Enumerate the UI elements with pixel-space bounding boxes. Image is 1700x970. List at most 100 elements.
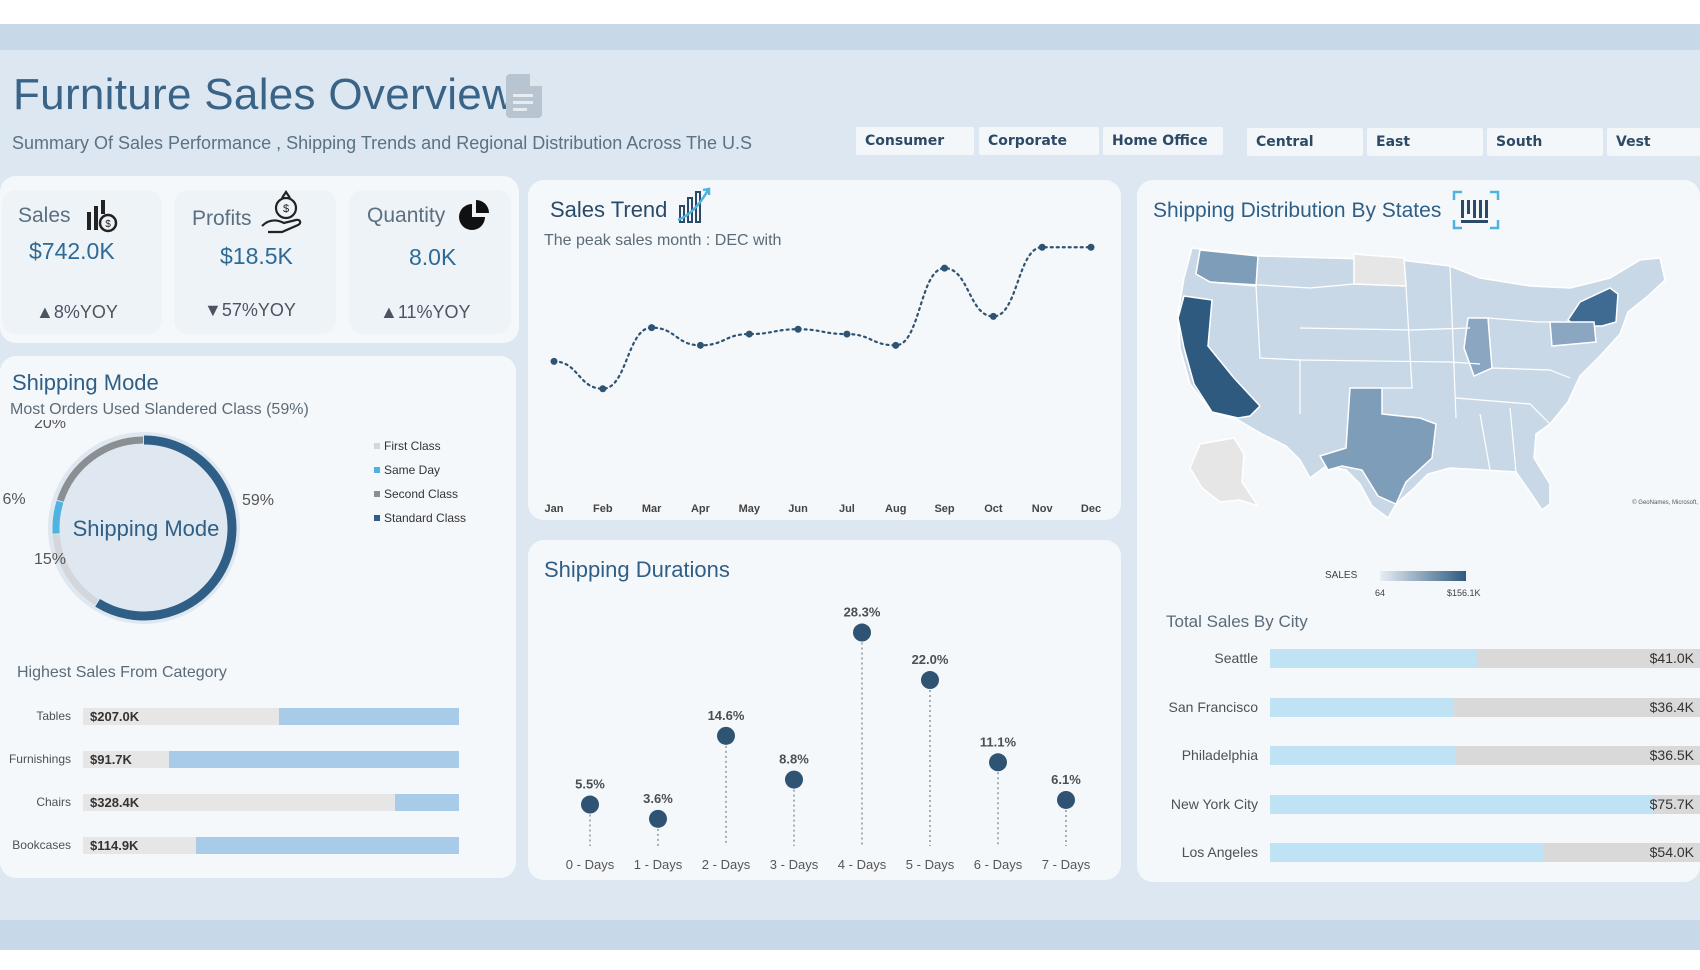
sales-trend-x-label: May — [739, 503, 761, 515]
duration-value-label: 11.1% — [980, 734, 1017, 749]
city-value-label: $54.0K — [1649, 844, 1694, 860]
shipping-mode-subtitle: Most Orders Used Slandered Class (59%) — [10, 401, 309, 418]
category-label: Chairs — [36, 795, 71, 809]
category-track — [83, 794, 459, 811]
category-bar — [195, 837, 459, 854]
shipping-durations-panel — [528, 540, 1121, 880]
map-usa-outline — [1177, 247, 1666, 520]
city-value-label: $36.5K — [1649, 747, 1694, 763]
slicer-south[interactable]: South — [1487, 128, 1603, 156]
sales-trend-point — [745, 330, 753, 338]
category-value-label: $207.0K — [90, 709, 140, 724]
map-legend-max: $156.1K — [1447, 588, 1481, 598]
kpi-sales-yoy: ▲8%YOY — [36, 302, 118, 322]
sales-trend-x-label: Jul — [839, 503, 855, 515]
shipping-mode-title: Shipping Mode — [12, 370, 159, 395]
donut-value-label: 20% — [34, 420, 66, 432]
duration-x-label: 6 - Days — [974, 857, 1023, 872]
city-label: Seattle — [1214, 650, 1258, 666]
sales-trend-x-label: Feb — [593, 503, 613, 515]
kpi-quantity-label: Quantity — [367, 204, 446, 227]
map-credit: © GeoNames, Microsoft, — [1632, 499, 1698, 506]
legend-label: Standard Class — [384, 511, 466, 525]
category-bar — [169, 751, 459, 768]
svg-text:$: $ — [283, 203, 289, 215]
duration-point — [581, 795, 599, 814]
slicer-east[interactable]: East — [1367, 128, 1483, 156]
pie-chart-icon — [459, 200, 489, 230]
legend-label: Second Class — [384, 487, 458, 501]
sales-trend-point — [696, 341, 704, 349]
sales-trend-line — [552, 246, 1093, 390]
duration-value-label: 28.3% — [844, 605, 881, 620]
duration-value-label: 5.5% — [575, 777, 605, 792]
donut-value-label: 59% — [242, 492, 274, 509]
slicer-consumer[interactable]: Consumer — [856, 127, 974, 155]
sales-trend-point — [550, 357, 558, 365]
shipping-durations-title: Shipping Durations — [544, 557, 730, 582]
page-subtitle: Summary Of Sales Performance , Shipping … — [12, 133, 753, 153]
map-texas — [1318, 387, 1437, 505]
donut-slice-standard-class — [95, 435, 237, 621]
slicer-central[interactable]: Central — [1247, 128, 1363, 156]
donut-slice-second-class — [56, 436, 144, 502]
slicer-west[interactable]: Vest — [1607, 128, 1700, 156]
duration-x-label: 1 - Days — [634, 857, 683, 872]
map-legend-gradient — [1380, 571, 1466, 581]
sales-trend-x-label: Jan — [545, 503, 564, 515]
page-title: Furniture Sales Overview — [13, 70, 515, 119]
map-chart-icon — [1452, 190, 1500, 230]
duration-value-label: 14.6% — [708, 708, 745, 723]
duration-value-label: 6.1% — [1051, 772, 1081, 787]
city-value-label: $75.7K — [1649, 795, 1694, 812]
sales-trend-point — [1087, 243, 1095, 251]
sales-trend-x-label: Oct — [984, 503, 1003, 515]
duration-x-label: 5 - Days — [906, 857, 955, 872]
slicer-corporate[interactable]: Corporate — [979, 127, 1099, 155]
category-value-label: $91.7K — [90, 752, 132, 767]
kpi-profits-label: Profits — [192, 207, 252, 230]
duration-x-label: 4 - Days — [838, 857, 887, 872]
donut-center-label: Shipping Mode — [73, 516, 220, 541]
duration-value-label: 22.0% — [912, 652, 949, 667]
duration-point — [989, 753, 1007, 772]
shipping-mode-panel — [0, 356, 516, 878]
kpi-profits-yoy: ▼57%YOY — [204, 300, 296, 320]
legend-label: Same Day — [384, 463, 440, 477]
sales-trend-x-label: Mar — [642, 503, 662, 515]
sales-trend-x-label: Sep — [934, 503, 954, 515]
city-bar — [1270, 794, 1653, 814]
duration-x-label: 0 - Days — [566, 857, 615, 872]
donut-value-label: 15% — [34, 551, 66, 568]
sales-trend-point — [794, 325, 802, 333]
city-value-label: $36.4K — [1649, 698, 1694, 715]
sales-trend-title: Sales Trend — [550, 197, 668, 222]
sales-trend-x-label: Aug — [885, 503, 906, 515]
map-state-borders — [1209, 265, 1571, 473]
kpi-quantity-yoy: ▲11%YOY — [380, 302, 471, 322]
legend-swatch — [374, 515, 380, 521]
map-legend-label: SALES — [1325, 570, 1358, 581]
kpi-quantity-value: 8.0K — [409, 244, 457, 270]
city-bar — [1270, 649, 1478, 668]
money-bag-hand-icon: $ — [261, 190, 302, 234]
sales-trend-x-label: Nov — [1032, 503, 1054, 515]
shipping-mode-donut-chart: 15% 6% 20% 59% Shipping Mode First Class Sam… — [2, 420, 466, 624]
category-value-label: $328.4K — [90, 795, 140, 810]
sales-trend-point — [892, 341, 900, 349]
map-alaska — [1189, 437, 1260, 508]
category-bar — [395, 794, 459, 811]
map-north-dakota — [1353, 253, 1407, 287]
duration-point — [1057, 790, 1075, 809]
sales-chart-icon: $ — [87, 200, 118, 233]
legend-swatch — [374, 491, 380, 497]
duration-x-label: 2 - Days — [702, 857, 751, 872]
sales-trend-x-label: Apr — [691, 503, 711, 515]
duration-value-label: 3.6% — [643, 791, 673, 806]
city-value-label: $41.0K — [1649, 650, 1694, 666]
donut-slice-same-day — [52, 500, 64, 534]
city-label: New York City — [1170, 795, 1258, 812]
donut-value-label: 6% — [2, 491, 25, 508]
category-bar — [278, 708, 459, 725]
slicer-home-office[interactable]: Home Office — [1103, 127, 1223, 155]
